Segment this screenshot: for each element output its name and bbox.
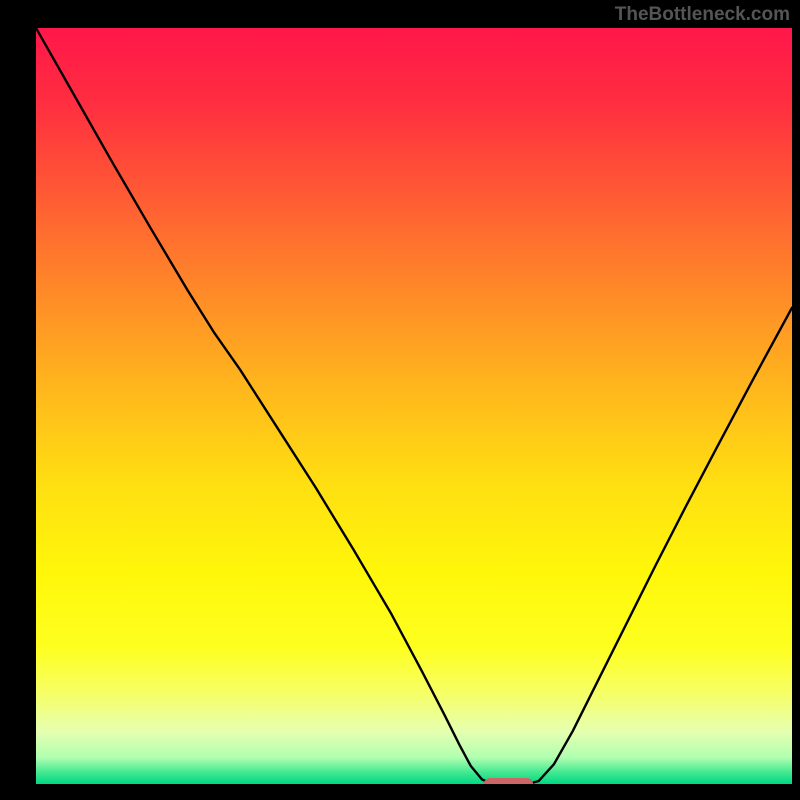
plot-svg: [36, 28, 792, 784]
gradient-background: [36, 28, 792, 784]
watermark-text: TheBottleneck.com: [615, 4, 790, 26]
minimum-marker: [484, 778, 533, 784]
plot-area: [36, 28, 792, 784]
chart-container: TheBottleneck.com: [0, 0, 800, 800]
